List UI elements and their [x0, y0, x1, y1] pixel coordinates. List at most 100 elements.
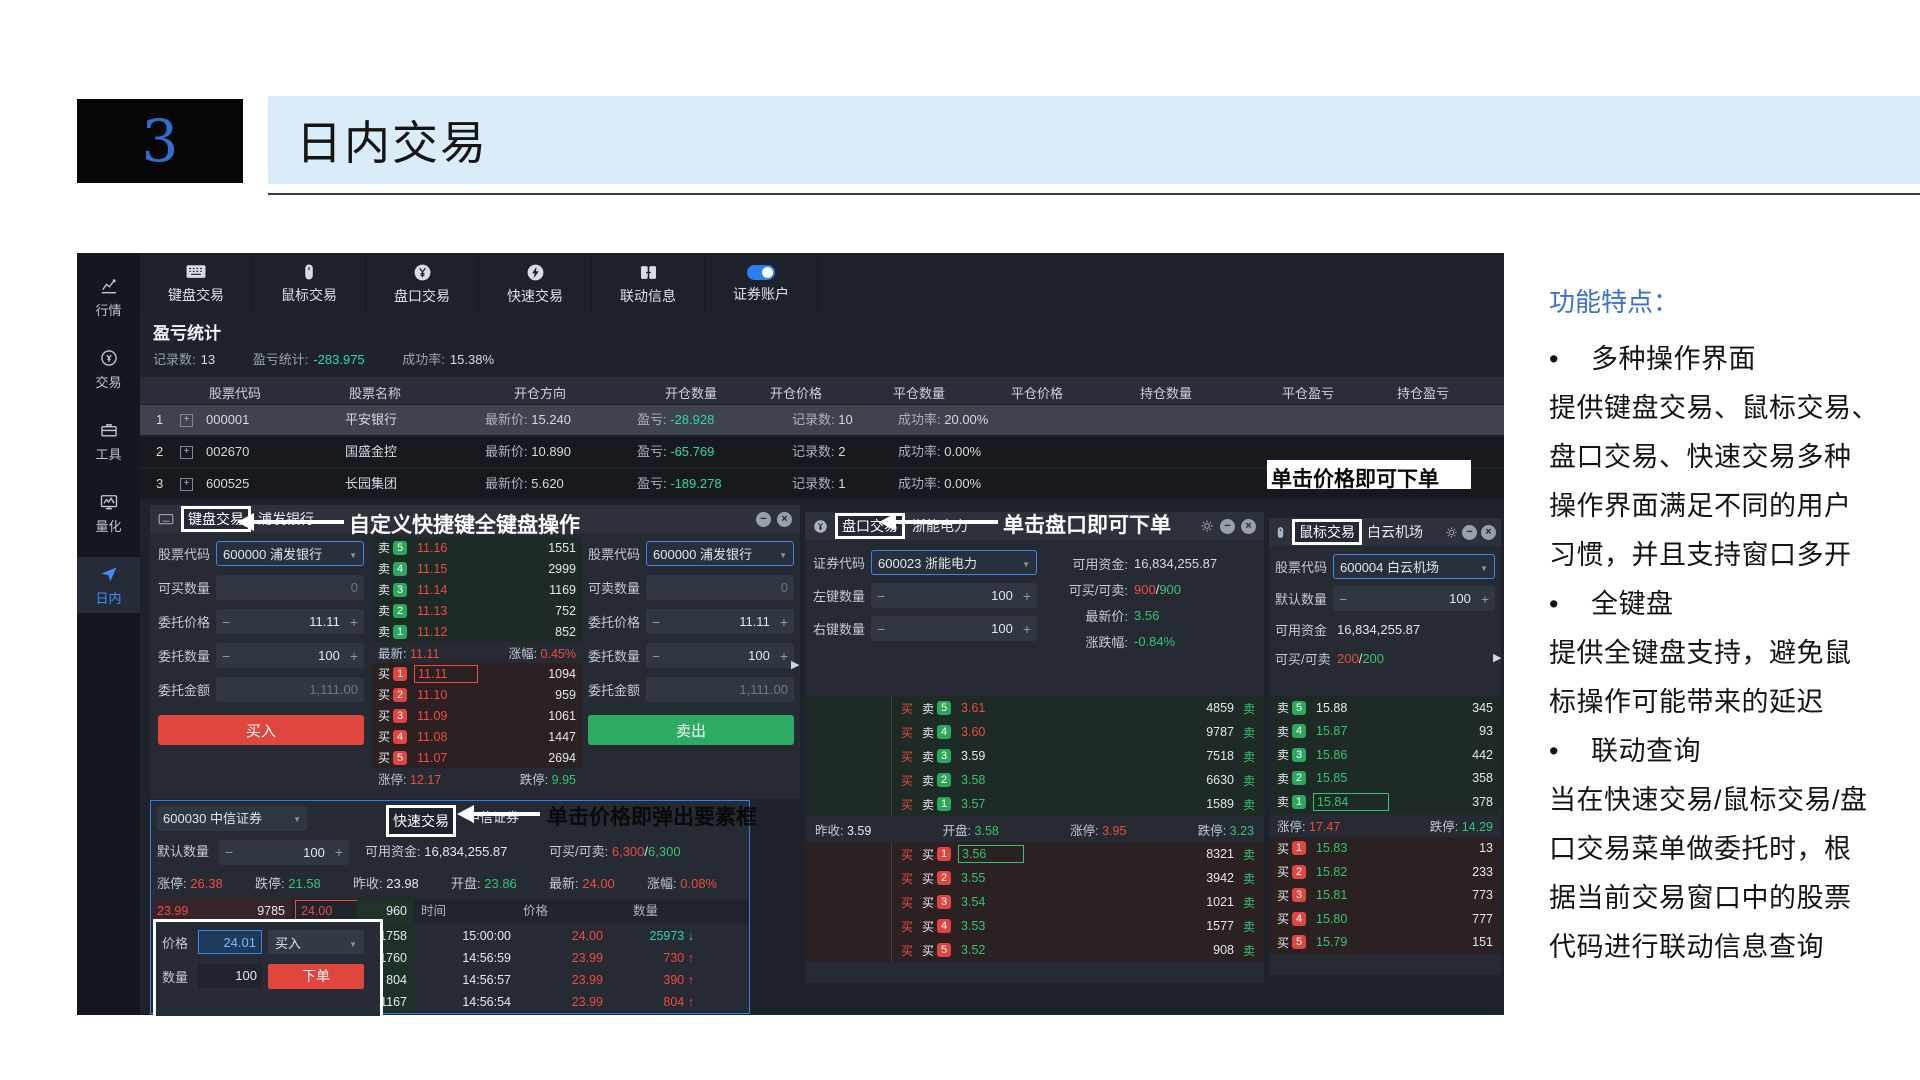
expand-icon[interactable] — [180, 478, 193, 491]
level-price[interactable]: 3.56 — [958, 845, 1025, 863]
level-price[interactable]: 3.54 — [961, 895, 986, 909]
close-icon[interactable] — [1241, 518, 1256, 534]
buy-at-level-button[interactable]: 买 — [900, 749, 913, 764]
level-price[interactable]: 11.09 — [417, 708, 448, 723]
buy-level-row[interactable]: 买 2 11.10 959 — [372, 684, 582, 705]
level-price[interactable]: 11.16 — [417, 540, 448, 555]
toolbar-linked-info[interactable]: 联动信息 — [592, 253, 705, 315]
order-price-stepper[interactable]: 11.11 — [646, 609, 794, 634]
toggle-on-icon[interactable] — [747, 264, 775, 280]
sidebar-item-quant[interactable]: 量化 — [77, 485, 140, 541]
buy-level-row[interactable]: 买 1 15.83 13 — [1269, 836, 1501, 860]
stock-code-select[interactable]: 600023 浙能电力 — [871, 550, 1037, 575]
sell-at-level-button[interactable]: 卖 — [1242, 701, 1255, 716]
level-price[interactable]: 11.07 — [417, 750, 448, 765]
order-price-stepper[interactable]: 11.11 — [216, 609, 364, 634]
popup-qty-input[interactable]: 100 — [198, 964, 262, 988]
buy-at-level-button[interactable]: 买 — [900, 871, 913, 886]
sell-level-row[interactable]: 卖 2 15.85 358 — [1269, 766, 1501, 790]
sidebar-item-tools[interactable]: 工具 — [77, 413, 140, 469]
level-price[interactable]: 15.85 — [1316, 771, 1348, 786]
stock-code-select[interactable]: 600000 浦发银行 — [646, 541, 794, 566]
table-row[interactable]: 1 000001 平安银行 最新价: 15.240 盈亏: -28.928 记录… — [140, 405, 1504, 435]
buy-at-level-button[interactable]: 买 — [900, 701, 913, 716]
level-price[interactable]: 11.12 — [417, 624, 448, 639]
level-price[interactable]: 15.87 — [1316, 724, 1348, 739]
sell-at-level-button[interactable]: 卖 — [1242, 847, 1255, 862]
buy-level-row[interactable]: 买 4 11.08 1447 — [372, 726, 582, 747]
sell-level-row[interactable]: 卖 1 15.84 378 — [1269, 790, 1501, 814]
level-price[interactable]: 11.14 — [417, 582, 448, 597]
toolbar-keyboard-trade[interactable]: 键盘交易 — [140, 253, 253, 315]
level-price[interactable]: 15.82 — [1316, 864, 1348, 879]
buy-level-row[interactable]: 买 买 4 3.53 1577 卖 — [805, 914, 1264, 938]
buy-level-row[interactable]: 买 5 11.07 2694 — [372, 747, 582, 768]
level-price[interactable]: 3.58 — [961, 773, 986, 787]
level-price[interactable]: 15.86 — [1316, 747, 1348, 762]
popup-price-input[interactable]: 24.01 — [198, 930, 262, 954]
expand-icon[interactable] — [180, 414, 193, 427]
toolbar-quick-trade[interactable]: 快速交易 — [479, 253, 592, 315]
table-row[interactable]: 2 002670 国盛金控 最新价: 10.890 盈亏: -65.769 记录… — [140, 437, 1504, 467]
buy-at-level-button[interactable]: 买 — [900, 773, 913, 788]
sell-level-row[interactable]: 卖 2 11.13 752 — [372, 600, 582, 621]
sell-at-level-button[interactable]: 卖 — [1242, 871, 1255, 886]
level-price[interactable]: 11.08 — [417, 729, 448, 744]
stock-code-select[interactable]: 600000 浦发银行 — [216, 541, 364, 566]
buy-level-row[interactable]: 买 买 2 3.55 3942 卖 — [805, 866, 1264, 890]
level-price[interactable]: 15.84 — [1313, 792, 1390, 811]
sell-at-level-button[interactable]: 卖 — [1242, 895, 1255, 910]
expand-icon[interactable] — [180, 446, 193, 459]
level-price[interactable]: 3.60 — [961, 725, 986, 739]
level-price[interactable]: 3.57 — [961, 797, 986, 811]
order-qty-stepper[interactable]: 100 — [216, 643, 364, 668]
stock-code-select[interactable]: 600030 中信证券 — [157, 806, 307, 831]
level-price[interactable]: 3.61 — [961, 701, 986, 715]
buy-at-level-button[interactable]: 买 — [900, 919, 913, 934]
sell-level-row[interactable]: 卖 1 11.12 852 — [372, 621, 582, 642]
level-price[interactable]: 3.59 — [961, 749, 986, 763]
sidebar-item-trade[interactable]: 交易 — [77, 341, 140, 397]
level-price[interactable]: 15.88 — [1316, 700, 1348, 715]
buy-level-row[interactable]: 买 4 15.80 777 — [1269, 907, 1501, 931]
buy-level-row[interactable]: 买 3 15.81 773 — [1269, 883, 1501, 907]
buy-level-row[interactable]: 买 5 15.79 151 — [1269, 930, 1501, 954]
buy-level-row[interactable]: 买 1 11.11 1094 — [372, 663, 582, 684]
sell-level-row[interactable]: 买 卖 1 3.57 1589 卖 — [805, 792, 1264, 816]
sell-level-row[interactable]: 买 卖 3 3.59 7518 卖 — [805, 744, 1264, 768]
buy-level-row[interactable]: 买 3 11.09 1061 — [372, 705, 582, 726]
level-price[interactable]: 3.53 — [961, 919, 986, 933]
sell-level-row[interactable]: 买 卖 5 3.61 4859 卖 — [805, 696, 1264, 720]
sell-at-level-button[interactable]: 卖 — [1242, 797, 1255, 812]
panel-expander-icon[interactable] — [1493, 651, 1501, 664]
sell-level-row[interactable]: 卖 3 15.86 442 — [1269, 743, 1501, 767]
sell-button[interactable]: 卖出 — [588, 715, 794, 745]
close-icon[interactable] — [1481, 524, 1496, 540]
level-price[interactable]: 11.11 — [414, 664, 479, 683]
sell-at-level-button[interactable]: 卖 — [1242, 725, 1255, 740]
level-price[interactable]: 15.80 — [1316, 911, 1348, 926]
minimize-icon[interactable] — [756, 511, 771, 527]
minimize-icon[interactable] — [1220, 518, 1235, 534]
buy-level-row[interactable]: 买 买 3 3.54 1021 卖 — [805, 890, 1264, 914]
buy-level-row[interactable]: 买 2 15.82 233 — [1269, 860, 1501, 884]
minimize-icon[interactable] — [1462, 524, 1477, 540]
level-price[interactable]: 11.10 — [417, 687, 448, 702]
buy-at-level-button[interactable]: 买 — [900, 895, 913, 910]
level-price[interactable]: 15.79 — [1316, 935, 1348, 950]
sell-at-level-button[interactable]: 卖 — [1242, 749, 1255, 764]
sell-level-row[interactable]: 卖 5 11.16 1551 — [372, 537, 582, 558]
sidebar-item-quotes[interactable]: 行情 — [77, 269, 140, 325]
gear-icon[interactable] — [1200, 519, 1214, 533]
buy-at-level-button[interactable]: 买 — [900, 943, 913, 958]
order-qty-stepper[interactable]: 100 — [646, 643, 794, 668]
sell-level-row[interactable]: 买 卖 2 3.58 6630 卖 — [805, 768, 1264, 792]
toolbar-mouse-trade[interactable]: 鼠标交易 — [253, 253, 366, 315]
sell-level-row[interactable]: 卖 4 11.15 2999 — [372, 558, 582, 579]
sell-level-row[interactable]: 卖 3 11.14 1169 — [372, 579, 582, 600]
sell-level-row[interactable]: 买 卖 4 3.60 9787 卖 — [805, 720, 1264, 744]
level-price[interactable]: 11.13 — [417, 603, 448, 618]
toolbar-orderbook-trade[interactable]: 盘口交易 — [366, 253, 479, 315]
level-price[interactable]: 3.55 — [961, 871, 986, 885]
sell-at-level-button[interactable]: 卖 — [1242, 919, 1255, 934]
